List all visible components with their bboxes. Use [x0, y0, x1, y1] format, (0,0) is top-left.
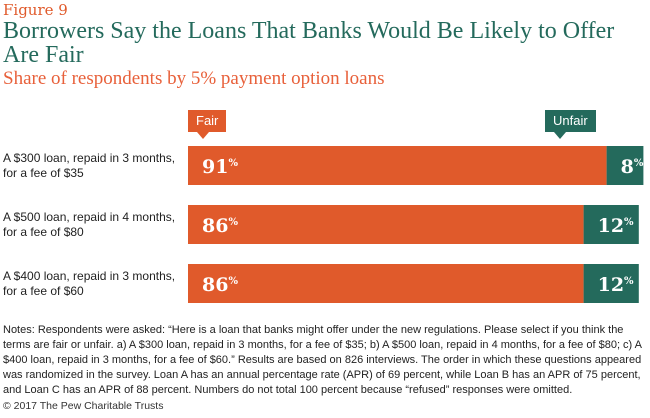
chart-notes: Notes: Respondents were asked: “Here is …	[3, 324, 642, 396]
row-label-loan-c: A $400 loan, repaid in 3 months, for a f…	[3, 269, 176, 298]
row-label-loan-a: A $300 loan, repaid in 3 months, for a f…	[3, 151, 176, 180]
bar-unfair-row-1	[606, 146, 644, 185]
bar-fair-row-3	[188, 264, 584, 303]
chart-subtitle: Share of respondents by 5% payment optio…	[3, 68, 385, 89]
legend-fair: Fair	[188, 110, 227, 139]
figure-label: Figure 9	[3, 1, 68, 19]
row-label-loan-b: A $500 loan, repaid in 4 months, for a f…	[3, 210, 176, 239]
bar-fair-row-1	[188, 146, 607, 185]
legend-unfair: Unfair	[545, 110, 596, 139]
chart-title: Borrowers Say the Loans That Banks Would…	[3, 18, 615, 68]
bar-unfair-row-3	[583, 264, 639, 303]
copyright-footer: © 2017 The Pew Charitable Trusts	[3, 400, 164, 412]
bar-unfair-row-2	[583, 205, 639, 244]
bar-fair-row-2	[188, 205, 584, 244]
